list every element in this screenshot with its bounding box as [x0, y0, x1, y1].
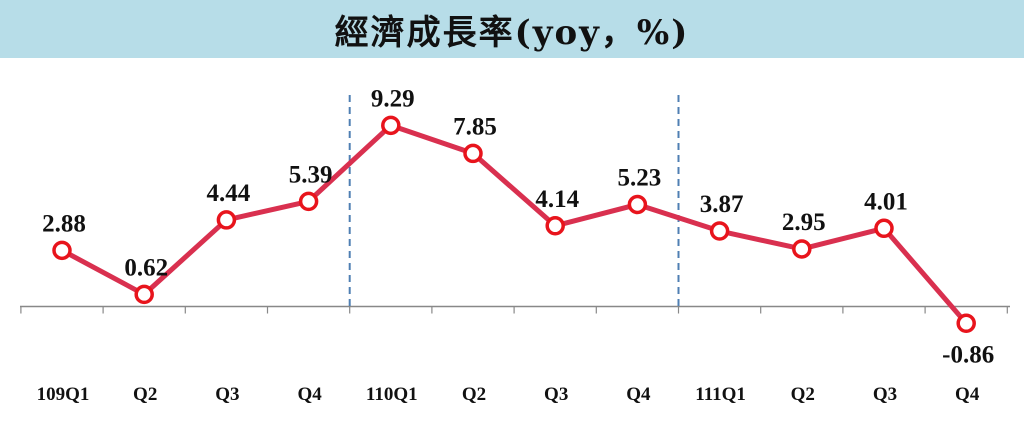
x-tick-label: Q2: [462, 384, 486, 405]
x-tick-label: Q4: [955, 384, 980, 405]
data-label: 2.88: [42, 210, 86, 237]
data-point: [463, 143, 483, 164]
data-labels: 2.88 0.62 4.44 5.39 9.29 7.85 4.14 5.23 3.87 2.95…: [42, 85, 994, 368]
data-label: 5.23: [618, 165, 662, 192]
series-line: [60, 122, 969, 325]
chart-title: 經濟成長率(yoy，%): [334, 12, 690, 53]
data-label: 2.95: [782, 209, 826, 236]
x-tick-label: 111Q1: [695, 384, 746, 405]
x-axis-ticks: [20, 306, 1008, 314]
data-label: 9.29: [371, 85, 415, 112]
data-label: 3.87: [700, 191, 744, 218]
data-point: [627, 194, 648, 215]
data-point: [709, 221, 730, 241]
data-label: 5.39: [289, 161, 333, 188]
data-point: [216, 210, 237, 230]
x-tick-label: Q2: [133, 384, 157, 405]
x-tick-label: Q4: [626, 384, 651, 405]
data-point: [298, 191, 319, 212]
data-point: [134, 284, 154, 305]
x-tick-label: Q3: [544, 384, 568, 405]
data-point: [874, 218, 894, 239]
x-axis-labels: 109Q1 Q2 Q3 Q4 110Q1 Q2 Q3 Q4 111Q1 Q2 Q3 Q4: [37, 384, 980, 405]
x-tick-label: Q3: [215, 384, 239, 405]
data-point: [52, 240, 72, 261]
data-label: 4.44: [207, 180, 251, 207]
data-label: 4.01: [864, 188, 908, 215]
data-label: 0.62: [124, 254, 168, 281]
data-label: 4.14: [535, 186, 579, 213]
x-tick-label: Q3: [873, 384, 897, 405]
data-point: [956, 313, 976, 334]
x-tick-label: 110Q1: [366, 384, 418, 405]
x-tick-label: 109Q1: [37, 384, 90, 405]
data-label: 7.85: [453, 113, 497, 140]
x-tick-label: Q2: [791, 384, 815, 405]
data-label: -0.86: [942, 341, 994, 368]
x-tick-label: Q4: [297, 384, 322, 405]
data-point: [792, 239, 812, 259]
data-points: [52, 115, 976, 334]
title-bar: 經濟成長率(yoy，%): [0, 0, 1024, 58]
data-point: [545, 216, 565, 236]
data-point: [381, 115, 401, 136]
